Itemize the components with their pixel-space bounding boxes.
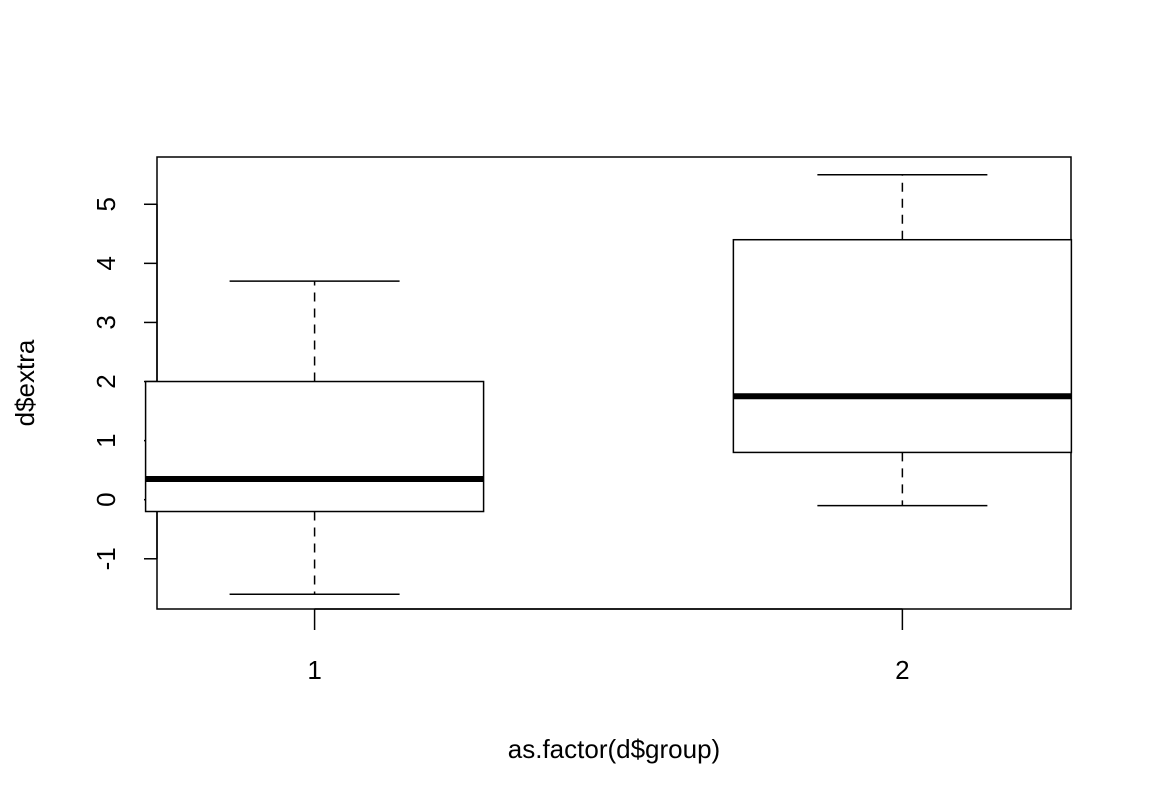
y-tick-label: 3 (91, 315, 121, 329)
y-axis-title: d$extra (10, 339, 40, 426)
y-tick-label: 5 (91, 197, 121, 211)
boxes (144, 173, 1073, 595)
iqr-box (732, 238, 1073, 454)
x-tick-label: 2 (895, 655, 909, 685)
y-tick-label: 4 (91, 256, 121, 270)
y-tick-label: 0 (91, 492, 121, 506)
x-tick-label: 1 (307, 655, 321, 685)
box-group (144, 280, 485, 595)
y-tick-label: 1 (91, 433, 121, 447)
y-tick-label: 2 (91, 374, 121, 388)
iqr-box (144, 380, 485, 513)
x-axis-title: as.factor(d$group) (508, 734, 720, 764)
box-group (732, 173, 1073, 507)
y-tick-label: -1 (91, 547, 121, 570)
